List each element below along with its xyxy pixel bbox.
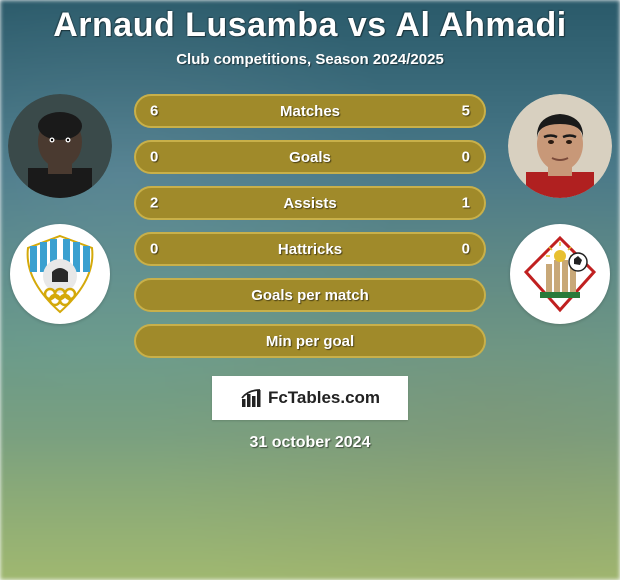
stat-value-right: 1	[462, 195, 470, 212]
player-right-avatar	[508, 94, 612, 198]
stat-bar: Goals per match	[134, 278, 486, 312]
brand-logo-icon	[240, 387, 262, 409]
stat-bar: Min per goal	[134, 324, 486, 358]
stat-label: Hattricks	[278, 241, 342, 258]
date-label: 31 october 2024	[250, 434, 371, 452]
club-badge-right	[510, 224, 610, 324]
stat-value-right: 5	[462, 103, 470, 120]
page-title: Arnaud Lusamba vs Al Ahmadi	[53, 6, 567, 45]
club-badge-left-icon	[18, 232, 102, 316]
stat-bars: 6 Matches 5 0 Goals 0 2 Assists 1 0 Hattricks 0 Goal…	[134, 94, 486, 358]
stat-value-left: 0	[150, 149, 158, 166]
stat-label: Goals per match	[251, 287, 369, 304]
stat-value-left: 0	[150, 241, 158, 258]
stat-bar: 0 Hattricks 0	[134, 232, 486, 266]
stat-bar: 6 Matches 5	[134, 94, 486, 128]
stat-label: Matches	[280, 103, 340, 120]
player-left-portrait	[8, 94, 112, 198]
infographic-container: Arnaud Lusamba vs Al Ahmadi Club competi…	[0, 0, 620, 580]
club-badge-right-icon	[518, 232, 602, 316]
stat-bar: 0 Goals 0	[134, 140, 486, 174]
stats-block: 6 Matches 5 0 Goals 0 2 Assists 1 0 Hattricks 0 Goal…	[0, 94, 620, 358]
page-subtitle: Club competitions, Season 2024/2025	[176, 51, 444, 68]
stat-value-right: 0	[462, 241, 470, 258]
stat-label: Min per goal	[266, 333, 354, 350]
stat-value-right: 0	[462, 149, 470, 166]
brand-label: FcTables.com	[268, 388, 380, 408]
club-badge-left	[10, 224, 110, 324]
player-right-portrait	[508, 94, 612, 198]
stat-label: Assists	[283, 195, 336, 212]
stat-value-left: 2	[150, 195, 158, 212]
player-left-avatar	[8, 94, 112, 198]
stat-value-left: 6	[150, 103, 158, 120]
stat-bar: 2 Assists 1	[134, 186, 486, 220]
brand-badge: FcTables.com	[212, 376, 408, 420]
stat-label: Goals	[289, 149, 331, 166]
